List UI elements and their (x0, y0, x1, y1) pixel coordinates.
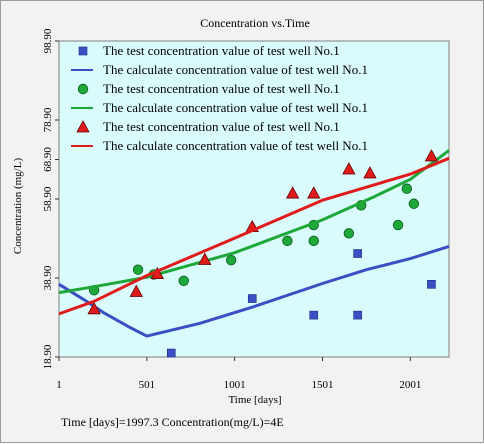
x-axis-label: Time [days] (228, 394, 281, 406)
legend-label: The test concentration value of test wel… (103, 43, 340, 58)
data-point-triangle (285, 186, 300, 199)
series-1 (166, 249, 436, 358)
legend-square-swatch (78, 46, 88, 56)
legend-label: The calculate concentration value of tes… (103, 100, 368, 115)
legend-item: The test concentration value of test wel… (76, 119, 340, 134)
data-point-triangle (87, 301, 101, 315)
y-tick-label: 38.90 (42, 265, 54, 290)
legend-item: The test concentration value of test wel… (77, 81, 340, 96)
data-point-triangle (424, 149, 439, 162)
y-tick-label: 98.90 (42, 28, 54, 53)
series-line (58, 149, 450, 295)
y-axis-label: Concentration (mg/L) (12, 158, 24, 255)
data-point-circle (282, 235, 293, 247)
data-point-square (427, 280, 436, 289)
data-point-square (309, 310, 319, 320)
chart-title: Concentration vs.Time (200, 16, 310, 30)
x-tick-label: 1001 (224, 379, 246, 391)
x-axis: 1 501 1001 1501 2001 (56, 357, 421, 391)
y-tick-label: 68.90 (42, 147, 54, 172)
data-point-circle (401, 183, 413, 194)
legend-triangle-swatch (76, 120, 90, 133)
data-point-circle (225, 255, 237, 266)
data-point-triangle (198, 252, 212, 265)
legend-item: The calculate concentration value of tes… (71, 138, 368, 153)
data-point-circle (178, 275, 189, 286)
y-tick-label: 58.90 (42, 186, 54, 211)
x-tick-label: 501 (139, 379, 156, 391)
x-tick-label: 2001 (399, 379, 421, 391)
data-point-triangle (342, 162, 356, 175)
plot-area[interactable] (58, 40, 450, 358)
series-4 (58, 149, 450, 295)
data-point-triangle (129, 284, 143, 297)
legend-item: The calculate concentration value of tes… (71, 100, 368, 115)
y-tick-label: 78.90 (42, 107, 54, 132)
legend-label: The test concentration value of test wel… (103, 119, 340, 134)
data-point-triangle (363, 166, 377, 179)
data-point-square (353, 310, 362, 320)
legend-label: The test concentration value of test wel… (103, 81, 340, 96)
series-6 (58, 156, 450, 316)
data-point-circle (392, 219, 404, 231)
legend-item: The test concentration value of test wel… (78, 43, 340, 58)
data-point-square (166, 348, 176, 358)
data-point-circle (308, 235, 319, 247)
cursor-readout: Time [days]=1997.3 Concentration(mg/L)=4… (61, 415, 284, 429)
legend-label: The calculate concentration value of tes… (103, 62, 368, 77)
data-point-square (247, 294, 257, 303)
y-axis: 18.90 38.90 58.90 68.90 78.90 98.90 (42, 28, 59, 369)
data-point-circle (408, 198, 420, 209)
legend: The test concentration value of test wel… (71, 43, 368, 153)
series-line (58, 156, 450, 316)
legend-circle-swatch (77, 83, 89, 95)
x-tick-label: 1 (56, 379, 62, 391)
legend-label: The calculate concentration value of tes… (103, 138, 368, 153)
data-point-square (353, 249, 362, 258)
data-point-circle (343, 228, 355, 239)
x-tick-label: 1501 (312, 379, 334, 391)
legend-item: The calculate concentration value of tes… (71, 62, 368, 77)
y-tick-label: 18.90 (42, 344, 54, 369)
data-point-triangle (307, 186, 321, 199)
data-point-circle (132, 264, 144, 275)
